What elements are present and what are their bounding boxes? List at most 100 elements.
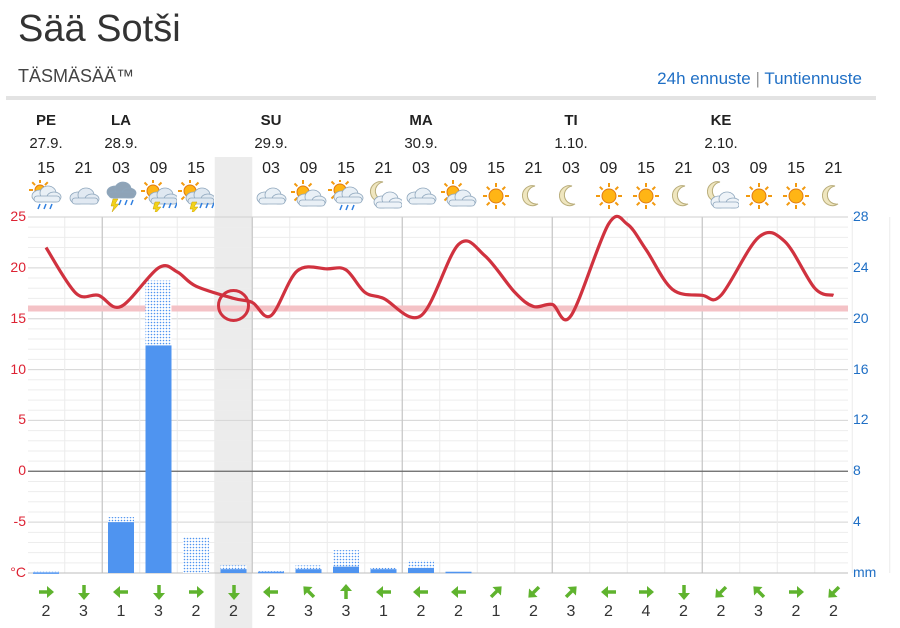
slot-hour: 15 — [37, 160, 55, 177]
wind-arrow-icon — [375, 583, 393, 601]
right-axis-tick: 8 — [853, 462, 861, 479]
wind-speed: 2 — [41, 603, 51, 620]
wind-speed: 3 — [154, 603, 163, 620]
wind-arrow-icon — [187, 583, 205, 601]
cloud-icon — [253, 180, 289, 212]
day-label: TI — [564, 112, 578, 129]
day-label: KE — [710, 112, 732, 129]
right-axis-tick: 20 — [853, 309, 869, 326]
wind-speed: 3 — [79, 603, 88, 620]
wind-speed: 3 — [341, 603, 351, 620]
slot-hour: 09 — [299, 160, 318, 177]
day-date: 27.9. — [29, 135, 63, 152]
link-separator: | — [755, 69, 760, 88]
slot-hour: 21 — [74, 160, 93, 177]
wind-arrow-icon — [225, 583, 243, 601]
partly-cloudy-rain-icon — [28, 179, 64, 212]
moon-icon — [816, 180, 852, 212]
sun-icon — [741, 180, 777, 212]
precip-bar — [370, 569, 397, 573]
slot-hour: 15 — [337, 160, 355, 177]
link-hourly-forecast[interactable]: Tuntiennuste — [764, 69, 862, 88]
wind-speed: 2 — [529, 603, 538, 620]
sun-cloud-icon — [290, 180, 327, 212]
left-axis-tick: 25 — [10, 208, 26, 224]
wind-arrow-icon — [300, 583, 318, 601]
wind-speed: 1 — [379, 603, 388, 620]
precip-range-bar — [108, 517, 134, 523]
precip-bar — [220, 569, 247, 573]
wind-arrow-icon — [750, 583, 768, 601]
right-axis-tick: 12 — [853, 411, 869, 428]
precip-bar — [295, 569, 322, 573]
precip-range-bar — [33, 571, 59, 573]
precip-bar — [33, 572, 59, 574]
wind-arrow-icon — [337, 583, 355, 601]
slot-hour: 03 — [562, 160, 580, 177]
right-axis-unit: mm — [853, 564, 877, 580]
wind-arrow-icon — [112, 583, 130, 601]
left-axis-tick: 10 — [10, 360, 26, 377]
forecast-links: 24h ennuste | Tuntiennuste — [657, 69, 862, 89]
precip-range-bar — [183, 537, 209, 573]
sun-icon — [778, 180, 814, 212]
precip-bar — [445, 571, 472, 574]
wind-speed: 1 — [116, 603, 126, 620]
slot-hour: 21 — [824, 160, 843, 177]
precip-bar — [333, 566, 359, 573]
precip-range-bar — [145, 280, 172, 346]
header-divider — [6, 96, 876, 100]
wind-arrow-icon — [525, 583, 543, 601]
wind-arrow-icon — [787, 583, 805, 601]
slot-hour: 03 — [262, 160, 280, 177]
wind-speed: 2 — [604, 603, 613, 620]
day-label: LA — [111, 112, 131, 129]
slot-hour: 21 — [374, 160, 393, 177]
slot-hour: 15 — [487, 160, 505, 177]
link-24h-forecast[interactable]: 24h ennuste — [657, 69, 751, 88]
wind-speed: 4 — [641, 603, 651, 620]
left-axis-unit: °C — [10, 564, 26, 580]
moon-icon — [516, 180, 552, 212]
wind-speed: 2 — [191, 603, 201, 620]
wind-speed: 2 — [266, 603, 276, 620]
day-date: 29.9. — [254, 135, 288, 152]
wind-speed: 2 — [229, 603, 238, 620]
precip-range-bar — [408, 560, 434, 568]
slot-hour: 15 — [787, 160, 805, 177]
slot-hour: 09 — [449, 160, 468, 177]
precip-bar — [408, 567, 434, 573]
left-axis-tick: 0 — [18, 462, 26, 479]
cloud-icon — [403, 180, 439, 212]
day-date: 1.10. — [554, 135, 588, 152]
precip-bar — [145, 345, 172, 573]
slot-hour: 15 — [637, 160, 655, 177]
current-temperature-marker — [217, 288, 250, 322]
moon-cloud-icon — [703, 180, 741, 212]
wind-speed: 2 — [829, 603, 838, 620]
thunder-rain-icon — [103, 180, 139, 213]
sun-thunder-rain-icon — [140, 179, 178, 216]
wind-arrow-icon — [637, 583, 655, 601]
wind-speed: 3 — [566, 603, 576, 620]
day-date: 30.9. — [404, 135, 438, 152]
precip-range-bar — [295, 565, 322, 570]
precip-bar — [258, 571, 284, 574]
wind-arrow-icon — [600, 583, 618, 601]
wind-speed: 1 — [491, 603, 501, 620]
sun-cloud-icon — [440, 180, 477, 212]
left-axis-tick: -5 — [13, 513, 26, 530]
page-title: Sää Sotši — [18, 8, 181, 50]
right-axis-tick: 16 — [853, 360, 869, 377]
right-axis-tick: 24 — [853, 258, 869, 275]
day-label: SU — [260, 112, 282, 129]
precip-range-bar — [220, 565, 247, 570]
sun-icon — [591, 180, 627, 212]
day-label: MA — [409, 112, 433, 129]
wind-arrow-icon — [562, 583, 580, 601]
wind-speed: 2 — [416, 603, 426, 620]
wind-speed: 3 — [304, 603, 313, 620]
wind-arrow-icon — [450, 583, 468, 601]
left-axis-tick: 5 — [18, 411, 26, 428]
